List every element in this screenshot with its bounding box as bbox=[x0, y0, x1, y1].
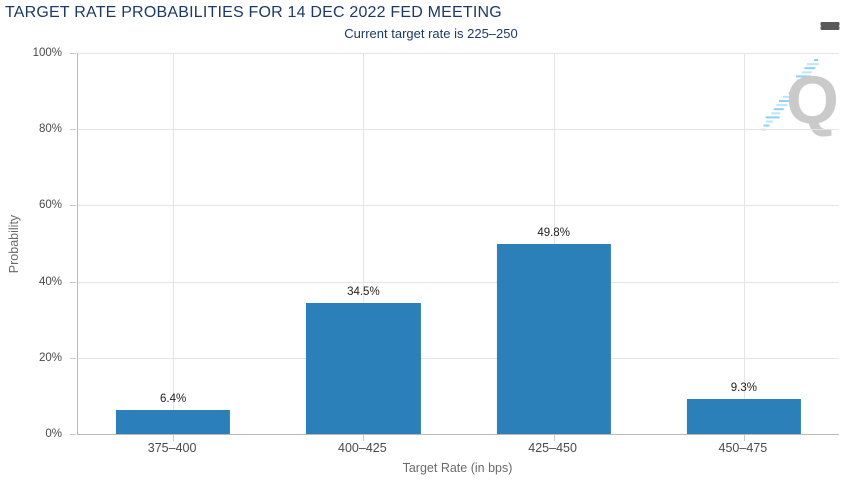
y-tick-label: 0% bbox=[45, 428, 62, 440]
category-column: 34.5% bbox=[268, 53, 458, 441]
x-tick-label: 450–475 bbox=[718, 441, 768, 455]
y-tick-label: 80% bbox=[38, 123, 62, 136]
y-tick-label: 60% bbox=[38, 199, 62, 212]
category-column: 6.4% bbox=[78, 53, 268, 441]
y-tick-mark bbox=[70, 357, 76, 359]
bar-value-label: 6.4% bbox=[160, 392, 187, 405]
bar-value-label: 49.8% bbox=[537, 227, 570, 240]
y-tick-mark bbox=[70, 129, 76, 131]
x-tick-mark bbox=[173, 435, 175, 441]
y-axis-tick-labels: 0% 20% 40% 60% 80% 100% bbox=[0, 47, 77, 440]
category-column: 9.3% bbox=[649, 53, 839, 441]
x-tick-mark bbox=[743, 435, 745, 441]
plot-area: Q 6.4% 34.5% 49.8% 9.3% bbox=[77, 53, 839, 441]
y-gridline bbox=[78, 53, 839, 54]
x-tick-label: 400–425 bbox=[338, 441, 387, 455]
y-tick-label: 20% bbox=[38, 351, 62, 364]
x-tick-mark bbox=[553, 435, 555, 441]
y-gridline bbox=[78, 205, 839, 207]
y-tick-label: 100% bbox=[32, 47, 62, 59]
x-tick-label: 375–400 bbox=[147, 441, 197, 455]
y-gridline bbox=[78, 129, 839, 131]
category-column: 49.8% bbox=[459, 53, 649, 441]
y-tick-label: 40% bbox=[38, 275, 62, 288]
x-axis-tick-labels: 375–400 400–425 425–450 450–475 bbox=[77, 441, 838, 455]
chart-subtitle: Current target rate is 225–250 bbox=[344, 26, 518, 41]
y-tick-mark bbox=[70, 434, 76, 435]
bar bbox=[306, 302, 421, 434]
x-axis-title: Target Rate (in bps) bbox=[402, 461, 513, 475]
x-tick-mark bbox=[363, 435, 365, 441]
bar-value-label: 9.3% bbox=[730, 381, 757, 394]
bar bbox=[496, 244, 611, 434]
x-gridline bbox=[553, 53, 555, 434]
page-title: TARGET RATE PROBABILITIES FOR 14 DEC 202… bbox=[5, 4, 502, 21]
bar bbox=[686, 398, 801, 434]
chart-menu-button[interactable] bbox=[820, 10, 839, 30]
bar bbox=[116, 409, 231, 434]
bar-value-label: 34.5% bbox=[347, 285, 380, 298]
y-tick-mark bbox=[70, 205, 76, 207]
x-gridline bbox=[363, 53, 365, 434]
y-gridline bbox=[78, 281, 839, 283]
x-tick-label: 425–450 bbox=[528, 441, 577, 455]
x-gridline bbox=[173, 53, 175, 434]
y-tick-mark bbox=[70, 53, 76, 54]
y-tick-mark bbox=[70, 281, 76, 283]
y-gridline bbox=[78, 357, 839, 359]
x-gridline bbox=[743, 53, 745, 434]
